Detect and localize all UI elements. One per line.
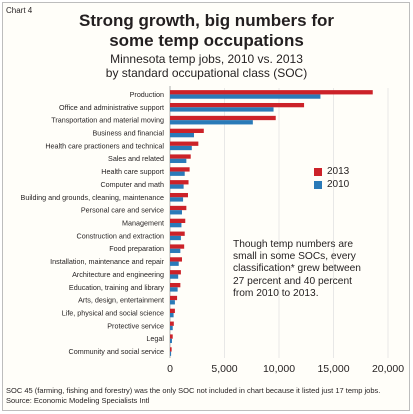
- bar-2013: [170, 218, 186, 223]
- bar-2013: [170, 115, 276, 121]
- category-label: Computer and math: [100, 180, 164, 189]
- bar-2010: [170, 274, 179, 279]
- category-label: Production: [130, 90, 164, 99]
- bar-2010: [170, 197, 184, 202]
- bar-2010: [170, 261, 179, 266]
- annotation-line-2: small in some SOCs, every: [233, 251, 356, 263]
- x-tick-label: 0: [167, 363, 173, 375]
- category-label: Protective service: [107, 321, 164, 330]
- footnote-source: Source: Economic Modeling Specialists In…: [6, 395, 150, 405]
- x-tick-label: 10,000: [263, 363, 295, 375]
- bar-2010: [170, 235, 181, 241]
- bar-2013: [170, 141, 199, 146]
- legend-swatch-2010: [314, 181, 322, 189]
- bar-2010: [170, 300, 175, 305]
- legend-label-2013: 2013: [327, 166, 350, 177]
- legend-swatch-2013: [314, 168, 322, 176]
- bar-2010: [170, 287, 178, 292]
- bar-2010: [170, 210, 182, 215]
- bar-2013: [170, 231, 185, 236]
- bar-2013: [170, 167, 190, 172]
- chart-annotation: Though temp numbers are small in some SO…: [233, 239, 403, 300]
- bar-2010: [170, 133, 194, 138]
- annotation-line-4: 27 percent and 40 percent: [233, 275, 352, 287]
- bar-2013: [170, 128, 204, 133]
- bar-2010: [170, 325, 173, 331]
- bar-2013: [170, 295, 178, 301]
- category-label: Office and administrative support: [59, 103, 164, 112]
- chart-title: Strong growth, big numbers for some temp…: [0, 11, 413, 51]
- bar-2013: [170, 270, 181, 275]
- x-tick-label: 5,000: [211, 363, 237, 375]
- bar-2010: [170, 94, 321, 99]
- bar-2013: [170, 308, 175, 313]
- bar-2013: [170, 334, 173, 339]
- category-label: Construction and extraction: [77, 231, 165, 240]
- chart-subtitle-line-2: by standard occupational class (SOC): [105, 66, 308, 80]
- bar-2010: [170, 145, 192, 151]
- bar-2013: [170, 257, 182, 262]
- bar-2013: [170, 192, 188, 198]
- bar-2013: [170, 102, 305, 108]
- bar-2010: [170, 313, 174, 318]
- legend-label-2010: 2010: [327, 179, 350, 190]
- x-tick-label: 20,000: [372, 363, 404, 375]
- category-label: Health care support: [101, 167, 164, 176]
- category-label: Transportation and material moving: [51, 116, 164, 125]
- category-label: Sales and related: [108, 154, 164, 163]
- category-label: Building and grounds, cleaning, maintena…: [21, 193, 164, 202]
- bar-2013: [170, 347, 172, 352]
- legend-item-2010: 2010: [314, 179, 349, 191]
- bar-2010: [170, 351, 172, 356]
- chart-title-line-1: Strong growth, big numbers for: [79, 11, 334, 30]
- bar-2013: [170, 205, 187, 211]
- bar-2010: [170, 184, 184, 189]
- bar-2010: [170, 171, 185, 176]
- category-label: Legal: [146, 334, 164, 343]
- bar-2010: [170, 223, 182, 228]
- category-label: Arts, design, entertainment: [78, 296, 164, 305]
- category-label: Food preparation: [109, 244, 164, 253]
- bar-2013: [170, 244, 185, 249]
- bar-2013: [170, 282, 181, 288]
- category-label: Life, physical and social science: [62, 309, 164, 318]
- annotation-line-3: classification* grew between: [233, 263, 361, 275]
- bar-2010: [170, 158, 187, 164]
- category-label: Business and financial: [92, 129, 164, 138]
- chart-number-label: Chart 4: [6, 6, 33, 15]
- category-label: Education, training and library: [69, 283, 164, 292]
- annotation-line-1: Though temp numbers are: [233, 239, 354, 250]
- chart-subtitle-line-1: Minnesota temp jobs, 2010 vs. 2013: [110, 52, 303, 66]
- bar-2010: [170, 120, 253, 125]
- x-tick-label: 15,000: [317, 363, 349, 375]
- bar-2013: [170, 154, 191, 159]
- category-label: Installation, maintenance and repair: [50, 257, 164, 266]
- chart-legend: 2013 2010: [314, 166, 349, 192]
- footnote-line-1: SOC 45 (farming, fishing and forestry) w…: [6, 386, 381, 395]
- bar-2010: [170, 338, 172, 344]
- category-label: Community and social service: [69, 347, 164, 356]
- chart-title-line-2: some temp occupations: [109, 31, 304, 50]
- category-label: Health care practioners and technical: [45, 141, 164, 150]
- chart-subtitle: Minnesota temp jobs, 2010 vs. 2013 by st…: [0, 52, 413, 80]
- bar-2013: [170, 180, 189, 185]
- chart-footnote: SOC 45 (farming, fishing and forestry) w…: [6, 386, 380, 405]
- bar-2013: [170, 90, 373, 95]
- annotation-line-5: from 2010 to 2013.: [233, 287, 319, 299]
- chart-frame: [2, 2, 410, 411]
- bar-2010: [170, 107, 274, 112]
- bar-2010: [170, 248, 181, 254]
- bar-2013: [170, 321, 174, 326]
- legend-item-2013: 2013: [314, 166, 349, 178]
- category-label: Management: [122, 219, 164, 228]
- category-label: Architecture and engineering: [72, 270, 164, 279]
- category-label: Personal care and service: [81, 206, 164, 215]
